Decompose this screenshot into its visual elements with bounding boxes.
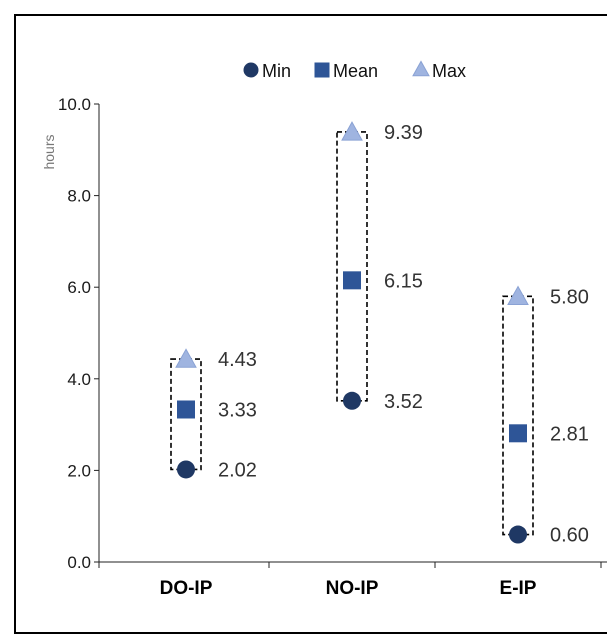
y-tick-label: 10.0 — [58, 95, 91, 114]
y-axis: 0.0 2.0 4.0 6.0 8.0 10.0 — [58, 95, 100, 572]
chart-frame — [14, 14, 607, 634]
x-category-label: DO-IP — [160, 578, 213, 599]
min-legend-label: Min — [262, 61, 291, 81]
mean-marker — [177, 400, 195, 419]
max-marker — [175, 348, 197, 368]
mean-legend-marker — [314, 62, 330, 78]
x-axis: DO-IP NO-IP E-IP — [98, 561, 607, 599]
legend: Min Mean Max — [243, 60, 466, 81]
min-marker — [509, 525, 527, 544]
max-marker — [507, 285, 529, 306]
range-box — [502, 295, 534, 536]
range-chart: Min Mean Max hours 0.0 2.0 4.0 6.0 8.0 10.0 DO-… — [41, 60, 607, 599]
max-legend-marker — [412, 60, 430, 77]
y-tick-label: 0.0 — [67, 553, 91, 572]
max-data-label: 4.43 — [218, 349, 257, 371]
y-tick-label: 4.0 — [67, 370, 91, 389]
mean-marker — [509, 424, 527, 443]
x-category-label: E-IP — [500, 578, 537, 599]
mean-legend-label: Mean — [333, 61, 378, 81]
min-legend-marker — [243, 62, 259, 78]
min-data-label: 2.02 — [218, 459, 257, 481]
y-tick-label: 6.0 — [67, 278, 91, 297]
min-marker — [177, 460, 195, 479]
y-tick-label: 8.0 — [67, 187, 91, 206]
x-category-label: NO-IP — [326, 578, 379, 599]
y-axis-label: hours — [41, 134, 57, 169]
mean-data-label: 2.81 — [550, 423, 589, 445]
y-tick-label: 2.0 — [67, 461, 91, 480]
mean-data-label: 6.15 — [384, 270, 423, 292]
min-data-label: 3.52 — [384, 391, 423, 413]
range-box — [336, 131, 368, 402]
max-data-label: 5.80 — [550, 286, 589, 308]
min-marker — [343, 391, 361, 410]
max-data-label: 9.39 — [384, 122, 423, 144]
mean-data-label: 3.33 — [218, 399, 257, 421]
max-marker — [341, 121, 363, 141]
min-data-label: 0.60 — [550, 525, 589, 547]
max-legend-label: Max — [432, 61, 466, 81]
plot-area: 2.02 3.52 0.60 3.33 6.15 2.81 4.43 9.39 5.80 — [170, 121, 589, 547]
mean-marker — [343, 271, 361, 290]
